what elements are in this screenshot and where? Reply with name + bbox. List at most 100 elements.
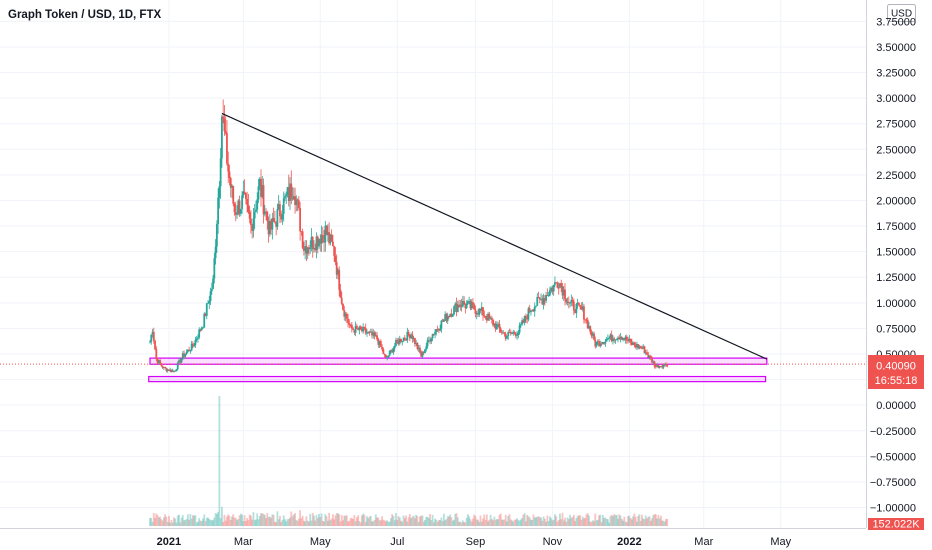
- candle-body: [489, 317, 492, 319]
- candle: [455, 297, 458, 317]
- volume-bar: [185, 519, 188, 526]
- candle-body: [445, 314, 448, 321]
- candle-body: [208, 301, 211, 304]
- volume-bar: [401, 521, 404, 526]
- volume-bar: [391, 514, 394, 526]
- volume-bar: [282, 515, 285, 526]
- candle-body: [646, 352, 648, 355]
- candle-body: [296, 199, 299, 201]
- candle-body: [213, 258, 216, 279]
- candle: [461, 295, 464, 308]
- volume-bar: [503, 519, 506, 526]
- volume-bar: [276, 511, 279, 526]
- candle: [219, 147, 222, 200]
- volume-bar: [241, 514, 243, 526]
- candle: [273, 210, 276, 224]
- volume-bar: [630, 519, 633, 526]
- volume-bar: [624, 521, 627, 526]
- volume-bar: [325, 516, 328, 526]
- candle-body: [435, 329, 438, 332]
- candle-body: [547, 295, 550, 297]
- candle: [222, 99, 225, 124]
- candle: [260, 169, 262, 207]
- candle-body: [400, 338, 402, 343]
- candle-body: [644, 352, 647, 354]
- volume-bar: [415, 514, 418, 526]
- volume-bar: [343, 515, 346, 526]
- candle-body: [610, 334, 613, 342]
- candle: [210, 282, 213, 295]
- volume-bar: [468, 516, 471, 526]
- volume-bar: [637, 515, 640, 526]
- candle: [591, 331, 594, 339]
- candle: [234, 201, 237, 222]
- candle: [383, 353, 386, 358]
- candle: [195, 336, 198, 343]
- volume-bar: [456, 517, 459, 526]
- volume-bar: [482, 518, 484, 526]
- candle: [342, 303, 344, 311]
- volume-bar: [223, 514, 226, 526]
- candle: [166, 368, 169, 373]
- candle-body: [416, 343, 419, 349]
- volume-bar: [330, 518, 333, 526]
- candle-body: [392, 348, 395, 353]
- candle-body: [238, 200, 241, 214]
- price-axis[interactable]: 3.75000 3.50000 3.25000 3.00000 2.75000 2.500…: [870, 16, 916, 514]
- descending-trendline[interactable]: [221, 112, 768, 360]
- candle-body: [429, 340, 431, 342]
- candle: [450, 308, 453, 318]
- volume-bar: [642, 518, 645, 526]
- candle: [619, 333, 622, 343]
- candle: [514, 332, 517, 339]
- candle: [400, 338, 402, 343]
- volume-bar: [603, 517, 606, 526]
- candle: [350, 322, 353, 333]
- candle: [560, 279, 563, 293]
- candle: [265, 208, 267, 221]
- volume-bar: [450, 517, 453, 526]
- candle-body: [541, 299, 544, 305]
- candle-body: [595, 341, 598, 347]
- candle-body: [619, 337, 622, 340]
- support-zone[interactable]: [149, 357, 768, 365]
- volume-bar: [451, 520, 454, 526]
- volume-bar: [392, 515, 395, 526]
- volume-bar: [178, 514, 180, 526]
- candle-body: [512, 332, 515, 334]
- candle-body: [589, 326, 592, 332]
- candle: [367, 331, 370, 334]
- candle: [378, 340, 381, 349]
- candle: [213, 252, 216, 284]
- candle-body: [265, 211, 267, 213]
- candle-body: [200, 327, 203, 331]
- candle: [543, 295, 546, 306]
- candle-body: [273, 221, 276, 223]
- candle-body: [190, 343, 193, 351]
- candle: [316, 235, 319, 254]
- currency-badge[interactable]: USD: [887, 4, 916, 22]
- candle: [357, 327, 360, 331]
- candle-body: [608, 338, 611, 339]
- candle-body: [455, 303, 458, 313]
- support-zone[interactable]: [148, 375, 767, 383]
- volume-bar: [414, 518, 416, 526]
- candle: [338, 266, 341, 297]
- candle: [437, 328, 440, 334]
- support-zones[interactable]: [148, 357, 768, 383]
- candle: [156, 357, 159, 364]
- candle-body: [586, 319, 589, 329]
- volume-bar: [338, 514, 341, 526]
- time-axis[interactable]: 2021 Mar May Jul Sep Nov 2022 Mar May: [157, 536, 792, 548]
- candle-body: [605, 339, 608, 342]
- candle: [596, 339, 599, 345]
- candle: [460, 298, 463, 312]
- candle: [411, 331, 414, 343]
- candle: [585, 317, 588, 324]
- candle: [575, 302, 578, 318]
- volume-bar: [193, 515, 196, 526]
- volume-bar: [315, 515, 318, 526]
- volume-bar: [347, 521, 349, 526]
- volume-bar: [569, 514, 571, 526]
